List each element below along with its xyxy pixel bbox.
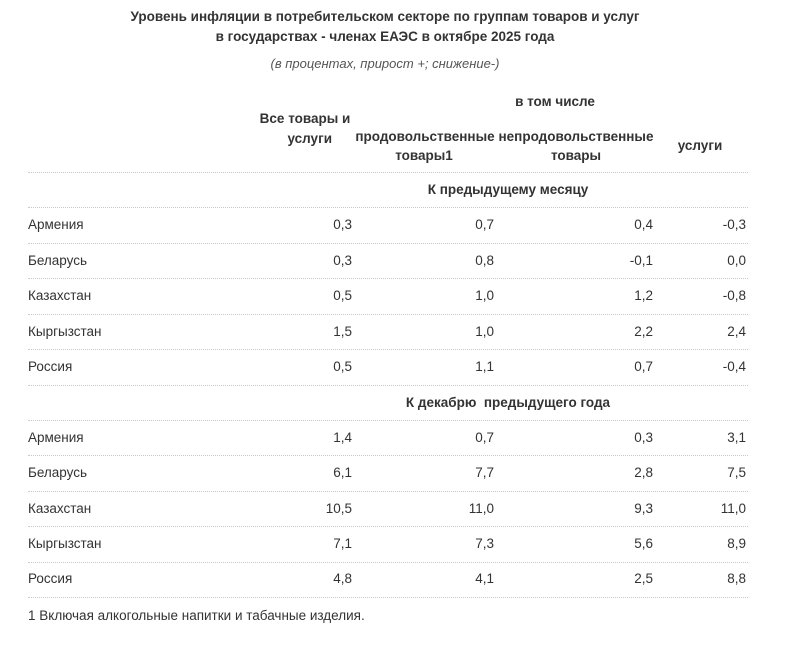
divider <box>28 491 748 492</box>
value-food: 7,7 <box>475 465 494 480</box>
value-food: 7,3 <box>475 536 494 551</box>
value-nonfood: 1,2 <box>634 288 653 303</box>
value-nonfood: -0,1 <box>629 253 653 268</box>
value-food: 11,0 <box>468 501 494 516</box>
value-all-goods: 0,3 <box>333 253 352 268</box>
country-cell: Казахстан <box>28 501 92 516</box>
header-including: в том числе <box>515 94 595 109</box>
value-nonfood: 0,4 <box>634 217 653 232</box>
divider <box>28 455 748 456</box>
value-all-goods: 7,1 <box>333 536 352 551</box>
country-cell: Казахстан <box>28 288 92 303</box>
value-services: 11,0 <box>720 501 746 516</box>
divider <box>28 172 748 173</box>
country-cell: Кыргызстан <box>28 324 102 339</box>
value-all-goods: 0,3 <box>333 217 352 232</box>
table-title-line1: Уровень инфляции в потребительском секто… <box>130 9 640 24</box>
value-nonfood: 2,2 <box>634 324 653 339</box>
value-services: 2,4 <box>727 324 746 339</box>
value-services: 8,9 <box>727 536 746 551</box>
country-cell: Россия <box>28 571 73 586</box>
value-food: 1,1 <box>475 359 494 374</box>
value-nonfood: 5,6 <box>634 536 653 551</box>
header-nonfood-line1: непродовольственные <box>498 129 654 144</box>
divider <box>28 278 748 279</box>
value-services: -0,8 <box>722 288 746 303</box>
country-cell: Армения <box>28 430 84 445</box>
header-food-line2: товары1 <box>395 148 453 163</box>
value-all-goods: 1,4 <box>333 430 352 445</box>
value-nonfood: 2,5 <box>634 571 653 586</box>
value-services: 3,1 <box>727 430 746 445</box>
country-cell: Армения <box>28 217 84 232</box>
value-services: 7,5 <box>727 465 746 480</box>
value-nonfood: 2,8 <box>634 465 653 480</box>
country-cell: Россия <box>28 359 73 374</box>
value-nonfood: 0,3 <box>634 430 653 445</box>
divider <box>28 526 748 527</box>
header-services: услуги <box>677 138 723 153</box>
header-all-goods-line1: Все товары и <box>259 111 351 126</box>
divider <box>28 349 748 350</box>
value-all-goods: 4,8 <box>333 571 352 586</box>
value-services: -0,4 <box>722 359 746 374</box>
footnote: 1 Включая алкогольные напитки и табачные… <box>28 608 365 623</box>
value-all-goods: 6,1 <box>333 465 352 480</box>
value-food: 0,7 <box>475 430 494 445</box>
divider <box>28 562 748 563</box>
value-food: 1,0 <box>475 324 494 339</box>
value-food: 4,1 <box>475 571 494 586</box>
divider <box>28 385 748 386</box>
divider <box>28 207 748 208</box>
country-cell: Беларусь <box>28 465 88 480</box>
value-food: 0,7 <box>475 217 494 232</box>
value-services: 0,0 <box>727 253 746 268</box>
value-nonfood: 9,3 <box>634 501 653 516</box>
value-all-goods: 0,5 <box>333 359 352 374</box>
table-title-line2: в государствах - членах ЕАЭС в октябре 2… <box>215 29 555 44</box>
divider <box>28 314 748 315</box>
value-food: 1,0 <box>475 288 494 303</box>
table-subtitle: (в процентах, прирост +; снижение-) <box>270 56 500 71</box>
country-cell: Кыргызстан <box>28 536 102 551</box>
header-food-line1: продовольственные <box>355 129 495 144</box>
value-all-goods: 1,5 <box>333 324 352 339</box>
header-nonfood-line2: товары <box>550 148 602 163</box>
country-cell: Беларусь <box>28 253 88 268</box>
divider <box>28 420 748 421</box>
header-all-goods-line2: услуги <box>287 131 332 146</box>
value-food: 0,8 <box>475 253 494 268</box>
section-title-previous-december: К декабрю предыдущего года <box>405 395 611 410</box>
section-title-previous-month: К предыдущему месяцу <box>427 182 589 197</box>
value-all-goods: 0,5 <box>333 288 352 303</box>
value-all-goods: 10,5 <box>325 501 352 516</box>
divider <box>28 597 748 598</box>
value-nonfood: 0,7 <box>634 359 653 374</box>
divider <box>28 243 748 244</box>
value-services: -0,3 <box>722 217 746 232</box>
value-services: 8,8 <box>727 571 746 586</box>
